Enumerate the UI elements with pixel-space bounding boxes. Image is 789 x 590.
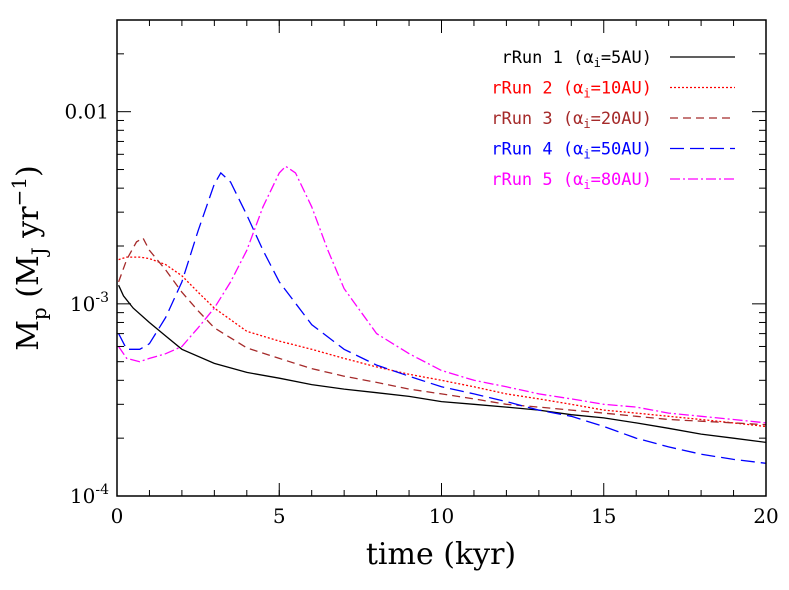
x-tick-label: 0 xyxy=(111,504,124,528)
y-axis-title-sub-j: J xyxy=(27,247,51,257)
y-axis-title-close: ) xyxy=(11,165,46,177)
series-line-3 xyxy=(117,237,767,426)
series-line-1 xyxy=(118,284,767,444)
x-tick-label: 10 xyxy=(429,504,454,528)
plot-frame xyxy=(116,19,767,497)
legend-label-1: rRun 1 (αi=5AU) xyxy=(501,48,652,70)
y-tick-label: 10-3 xyxy=(70,290,109,316)
legend-label-4: rRun 4 (αi=50AU) xyxy=(491,140,652,162)
y-axis-title-exp: −1 xyxy=(7,177,31,206)
legend-label-5: rRun 5 (αi=80AU) xyxy=(491,170,652,192)
y-tick-label: 10-4 xyxy=(70,482,109,508)
legend: rRun 1 (αi=5AU) rRun 2 (αi=10AU) rRun 3 (α… xyxy=(491,48,735,192)
tick-layer: 0 5 10 15 20 10-4 10-3 0.01 xyxy=(64,19,779,528)
y-axis-title-unit: yr xyxy=(11,206,46,247)
series-line-4 xyxy=(118,171,767,464)
x-tick-label: 20 xyxy=(753,504,778,528)
series-layer xyxy=(117,165,767,464)
series-line-2 xyxy=(118,256,767,428)
y-axis-title-sub: p xyxy=(27,307,51,320)
legend-label-3: rRun 3 (αi=20AU) xyxy=(491,109,652,131)
legend-label-2: rRun 2 (αi=10AU) xyxy=(491,79,652,101)
y-axis-title: Mp (MJ yr−1) xyxy=(7,165,51,351)
x-tick-label: 15 xyxy=(591,504,616,528)
y-tick-label: 0.01 xyxy=(64,100,109,124)
y-axis-title-symbol: M xyxy=(11,320,46,351)
y-axis-title-open: (M xyxy=(11,255,46,307)
x-tick-label: 5 xyxy=(273,504,286,528)
series-line-5 xyxy=(118,165,767,424)
x-axis-title: time (kyr) xyxy=(366,537,516,572)
